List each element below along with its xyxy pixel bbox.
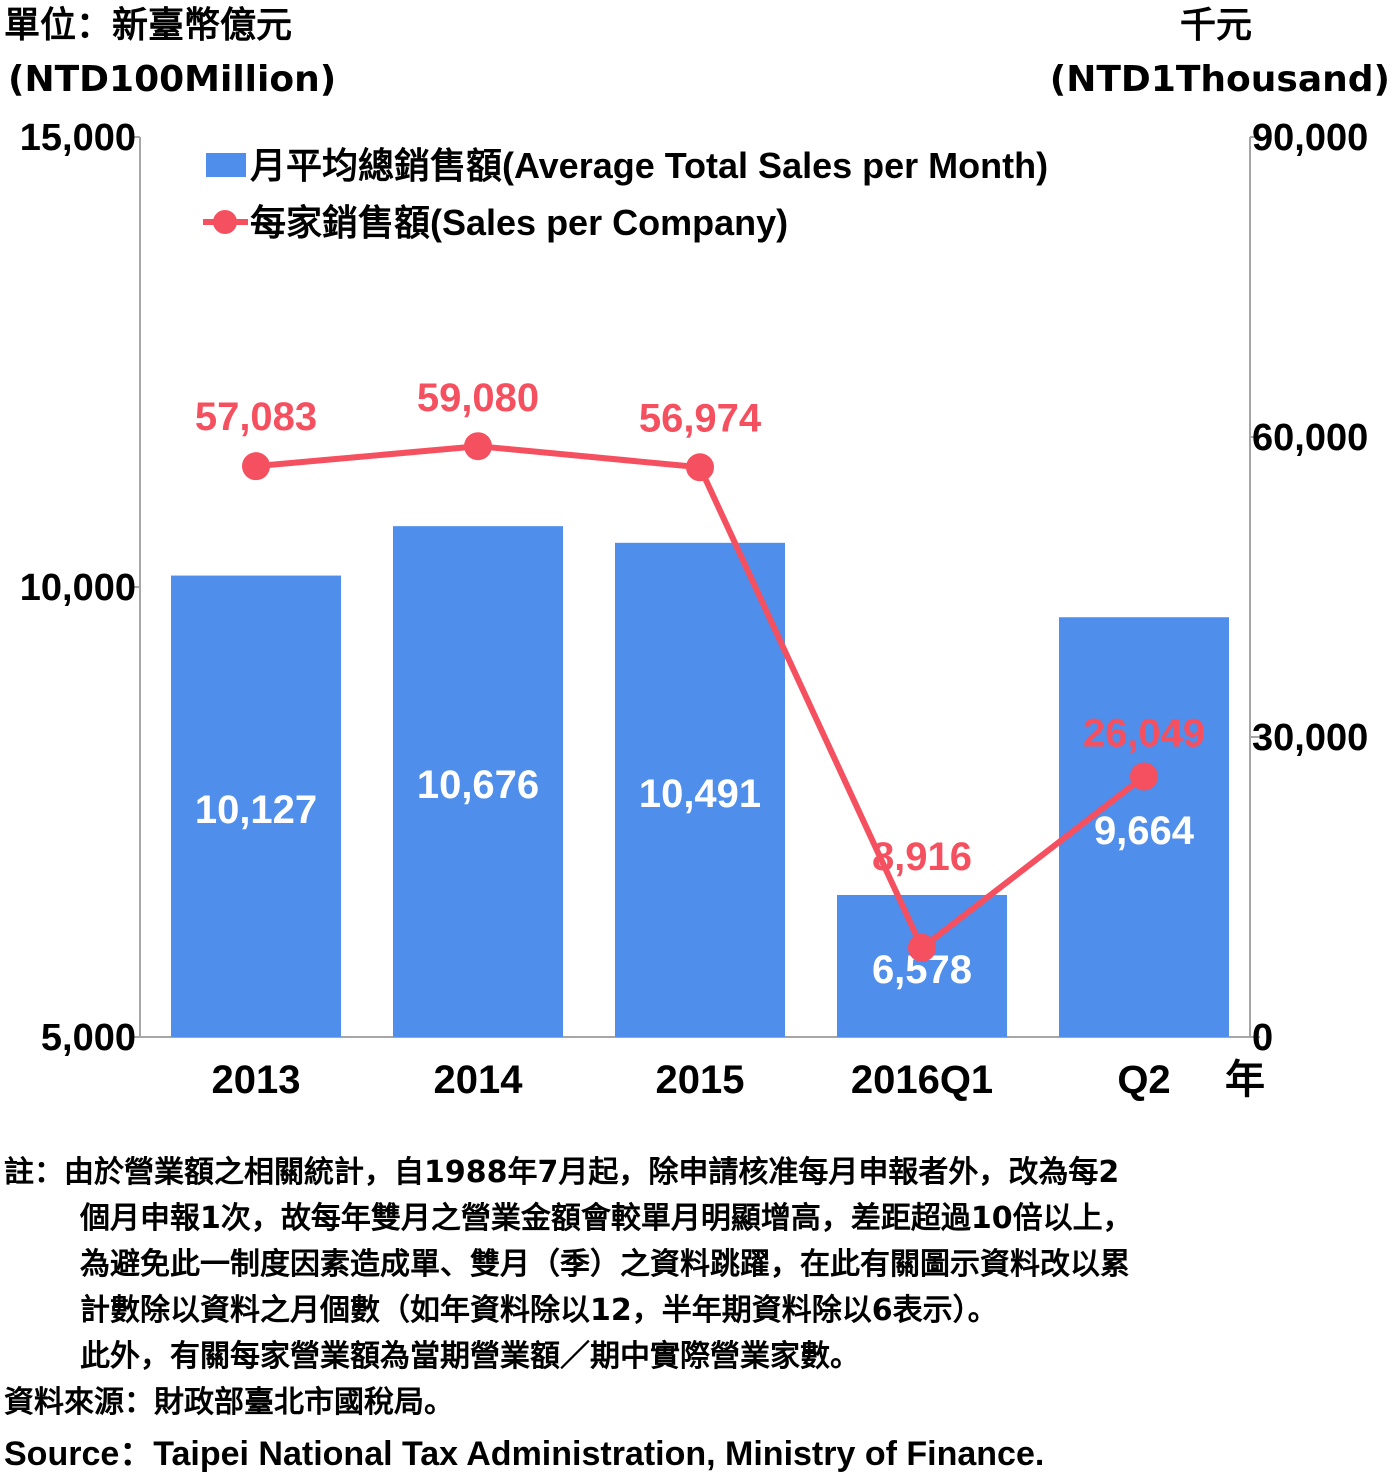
left-axis-unit-en: (NTD100Million)	[8, 59, 337, 100]
note-line-2: 個月申報1次，故每年雙月之營業金額會較單月明顯增高，差距超過10倍以上，	[80, 1201, 1133, 1236]
x-tick-label: 2014	[434, 1058, 524, 1102]
right-tick-label: 30,000	[1252, 717, 1368, 759]
bar-label: 10,491	[639, 772, 761, 816]
bar-series	[171, 526, 1229, 1037]
source-zh: 資料來源：財政部臺北市國稅局。	[4, 1385, 454, 1420]
x-tick-label: 2016Q1	[851, 1058, 993, 1102]
bar	[171, 575, 341, 1037]
source-en: Source：Taipei National Tax Administratio…	[4, 1435, 1045, 1473]
line-label: 56,974	[639, 396, 762, 440]
legend-bar-swatch	[206, 153, 246, 177]
bar	[393, 526, 563, 1037]
line-point	[1130, 762, 1158, 791]
note-line-3: 為避免此一制度因素造成單、雙月（季）之資料跳躍，在此有關圖示資料改以累	[80, 1247, 1130, 1282]
line-label: 8,916	[872, 835, 972, 879]
line-label: 59,080	[417, 376, 539, 420]
legend-line-label: 每家銷售額(Sales per Company)	[250, 202, 788, 243]
bar	[615, 542, 785, 1037]
right-tick-label: 0	[1252, 1017, 1273, 1059]
bar-label: 9,664	[1094, 809, 1195, 853]
bar	[1059, 617, 1229, 1037]
x-tick-label: Q2	[1117, 1058, 1170, 1102]
line-series: 57,083 59,080 56,974 8,916 26,049	[195, 376, 1205, 962]
line-point	[686, 453, 714, 482]
x-axis-unit: 年	[1225, 1058, 1265, 1102]
left-axis-unit-zh: 單位：新臺幣億元	[4, 5, 293, 46]
bar	[837, 894, 1007, 1037]
chart-legend: 月平均總銷售額(Average Total Sales per Month) 每家…	[203, 145, 1048, 243]
line-point	[464, 432, 492, 461]
legend-line-marker	[213, 210, 237, 234]
note-line-5: 此外，有關每家營業額為當期營業額／期中實際營業家數。	[80, 1339, 860, 1374]
line-point	[242, 452, 270, 481]
line-point	[908, 933, 936, 962]
x-axis-labels: 2013 2014 2015 2016Q1 Q2 年	[212, 1058, 1265, 1102]
note-line-1: 註：由於營業額之相關統計，自1988年7月起，除申請核准每月申報者外，改為每2	[4, 1155, 1120, 1190]
right-axis-unit-zh: 千元	[1179, 5, 1252, 46]
right-axis-unit-en: (NTD1Thousand)	[1049, 59, 1390, 100]
legend-bar-label: 月平均總銷售額(Average Total Sales per Month)	[250, 145, 1048, 186]
chart-axes: 5,000 10,000 15,000 0 30,000 60,000 90,000	[20, 117, 1368, 1059]
left-tick-label: 10,000	[20, 567, 136, 609]
bar-label: 10,676	[417, 763, 539, 807]
right-tick-label: 90,000	[1252, 117, 1368, 159]
line-label: 57,083	[195, 395, 317, 439]
x-tick-label: 2015	[656, 1058, 745, 1102]
footnotes: 註：由於營業額之相關統計，自1988年7月起，除申請核准每月申報者外，改為每2 …	[4, 1150, 1390, 1426]
line-label: 26,049	[1083, 712, 1205, 756]
bar-label: 10,127	[195, 788, 317, 832]
left-tick-label: 5,000	[41, 1017, 136, 1059]
left-tick-label: 15,000	[20, 117, 136, 159]
right-tick-label: 60,000	[1252, 417, 1368, 459]
x-tick-label: 2013	[212, 1058, 301, 1102]
note-line-4: 計數除以資料之月個數（如年資料除以12，半年期資料除以6表示）。	[80, 1293, 998, 1328]
sales-chart: 5,000 10,000 15,000 0 30,000 60,000 90,000 10,…	[20, 117, 1368, 1102]
